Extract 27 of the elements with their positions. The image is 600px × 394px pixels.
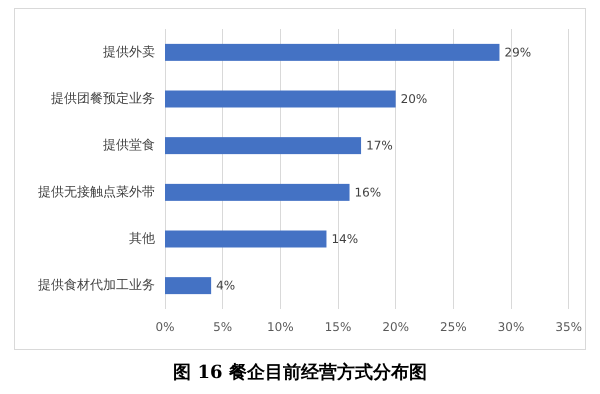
y-tick-label: 提供团餐预定业务: [51, 92, 155, 106]
y-tick-label: 其他: [129, 232, 155, 246]
x-tick-label: 5%: [213, 320, 232, 334]
bar: [165, 137, 362, 154]
data-label: 16%: [354, 185, 382, 200]
y-tick-label: 提供无接触点菜外带: [38, 184, 155, 200]
bar: [165, 184, 350, 201]
bar: [165, 44, 500, 61]
data-label: 20%: [400, 92, 428, 106]
y-tick-label: 提供食材代加工业务: [38, 278, 155, 294]
data-label: 4%: [216, 278, 236, 293]
x-tick-label: 35%: [555, 320, 582, 334]
data-label: 14%: [331, 232, 358, 246]
bar: [165, 230, 326, 248]
data-label: 29%: [504, 45, 532, 60]
bar: [165, 90, 396, 108]
y-tick-label: 提供堂食: [103, 138, 155, 154]
x-tick-label: 10%: [266, 320, 294, 334]
x-tick-label: 30%: [498, 320, 524, 334]
x-tick-label: 20%: [382, 320, 409, 334]
x-tick-label: 25%: [440, 320, 467, 334]
bar: [165, 277, 212, 294]
data-label: 17%: [366, 138, 393, 153]
x-tick-label: 0%: [155, 320, 175, 334]
y-tick-label: 提供外卖: [103, 44, 155, 60]
x-tick-label: 15%: [324, 320, 352, 334]
text: 图 16 餐企目前经营方式分布图: [172, 361, 428, 384]
